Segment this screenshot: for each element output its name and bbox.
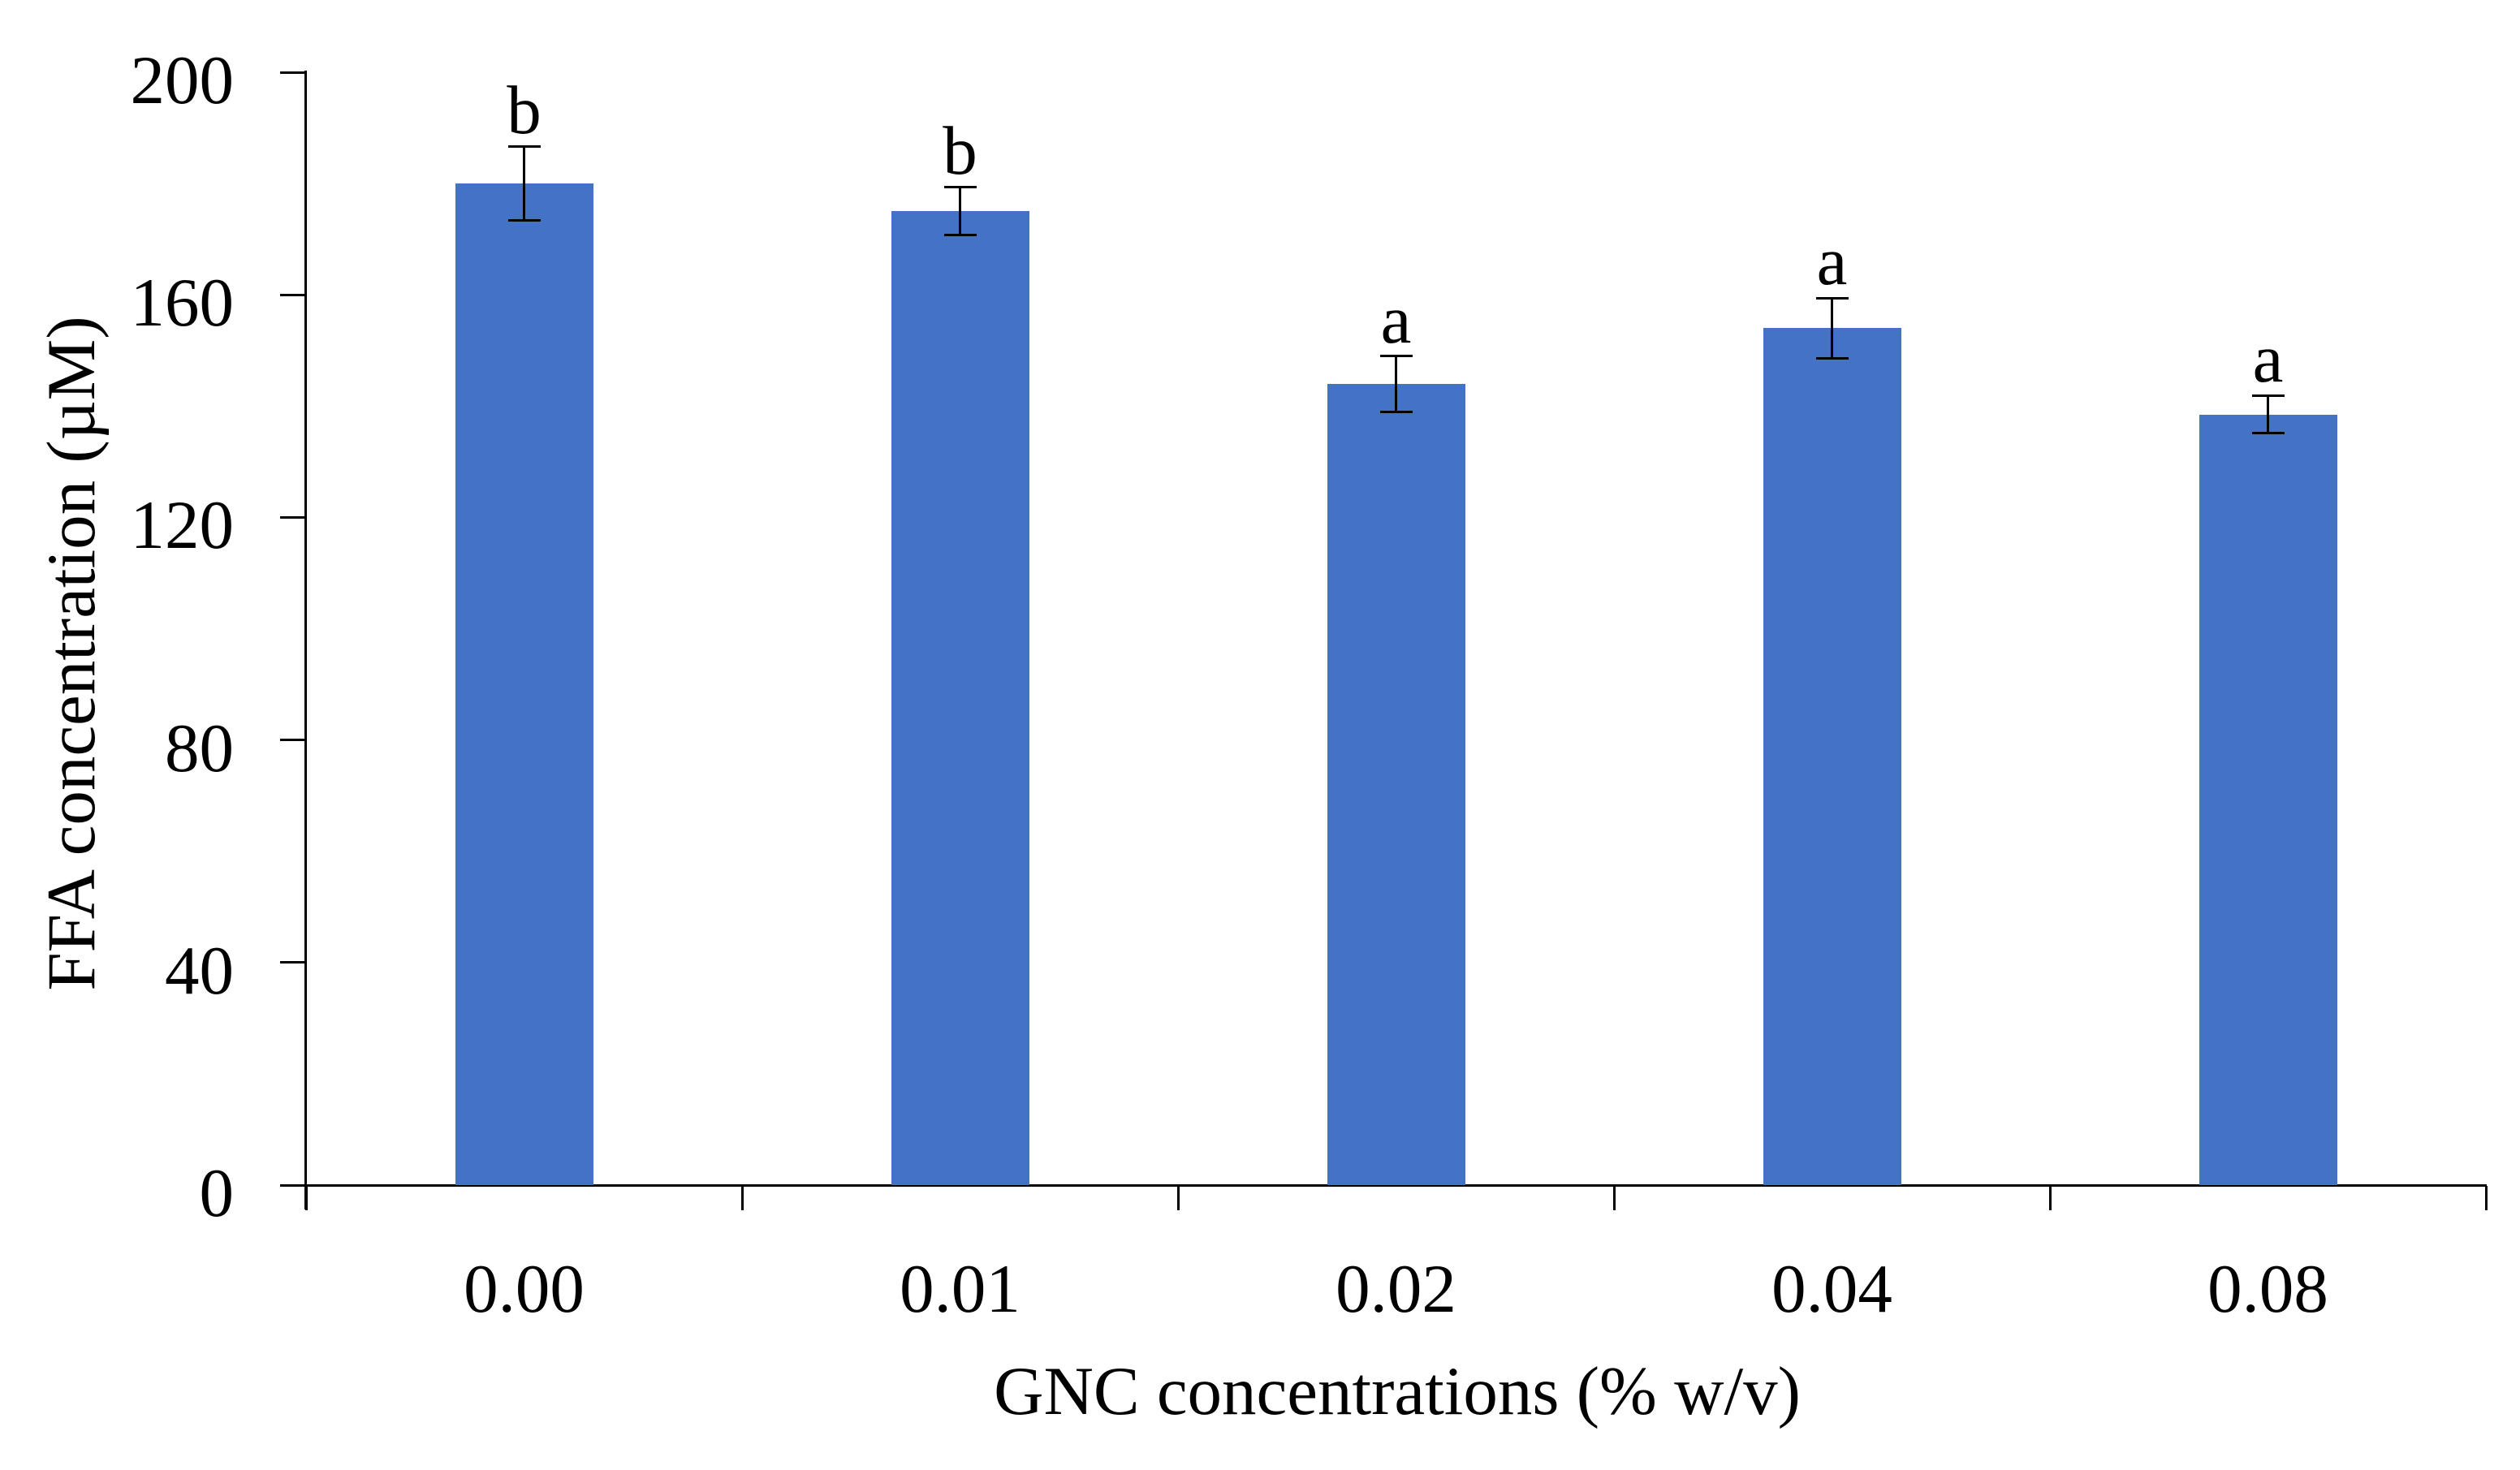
error-bar-cap-bottom	[507, 218, 541, 222]
y-tick-label: 160	[130, 265, 235, 342]
significance-letter: b	[943, 112, 977, 189]
x-tick-label: 0.08	[2207, 1251, 2328, 1327]
y-tick	[280, 71, 304, 74]
error-bar-cap-bottom	[1815, 356, 1849, 360]
y-axis-line	[304, 71, 307, 1209]
error-bar-cap-bottom	[1379, 410, 1413, 413]
y-tick	[280, 961, 304, 964]
error-bar-line	[2267, 395, 2269, 433]
bar	[1327, 383, 1465, 1185]
significance-letter: a	[2252, 321, 2284, 398]
error-bar-cap-top	[507, 145, 541, 149]
x-tick-label: 0.00	[464, 1251, 585, 1327]
error-bar-cap-top	[1815, 296, 1849, 300]
bar	[1763, 328, 1901, 1185]
error-bar-line	[523, 146, 525, 221]
error-bar-line	[1831, 298, 1833, 359]
x-tick-label: 0.04	[1771, 1251, 1892, 1327]
error-bar-line	[1395, 356, 1397, 412]
y-tick	[280, 739, 304, 742]
y-tick-label: 0	[199, 1155, 235, 1231]
significance-letter: a	[1816, 223, 1848, 300]
x-axis-line	[280, 1184, 2487, 1187]
y-tick-label: 200	[130, 42, 235, 119]
x-tick	[2484, 1186, 2488, 1210]
y-tick-label: 40	[165, 932, 234, 1009]
bar	[891, 211, 1029, 1185]
error-bar-cap-top	[2251, 394, 2285, 397]
significance-letter: b	[507, 71, 542, 149]
x-tick	[740, 1186, 744, 1210]
error-bar-cap-top	[1379, 355, 1413, 358]
x-tick-label: 0.01	[900, 1251, 1021, 1327]
error-bar-cap-bottom	[2251, 432, 2285, 435]
bar	[455, 183, 593, 1185]
x-tick	[1612, 1186, 1616, 1210]
y-tick	[280, 515, 304, 519]
bar	[2199, 414, 2337, 1185]
error-bar-cap-top	[943, 186, 977, 189]
error-bar-cap-bottom	[943, 234, 977, 237]
error-bar-line	[959, 187, 961, 235]
significance-letter: a	[1380, 281, 1412, 358]
y-tick	[280, 293, 304, 296]
x-tick	[304, 1186, 308, 1210]
x-tick	[1176, 1186, 1180, 1210]
x-tick-label: 0.02	[1336, 1251, 1456, 1327]
y-tick-label: 80	[165, 709, 234, 787]
x-axis-title: GNC concentrations (% w/v)	[994, 1353, 1801, 1429]
x-tick	[2048, 1186, 2052, 1210]
y-tick-label: 120	[130, 487, 235, 564]
